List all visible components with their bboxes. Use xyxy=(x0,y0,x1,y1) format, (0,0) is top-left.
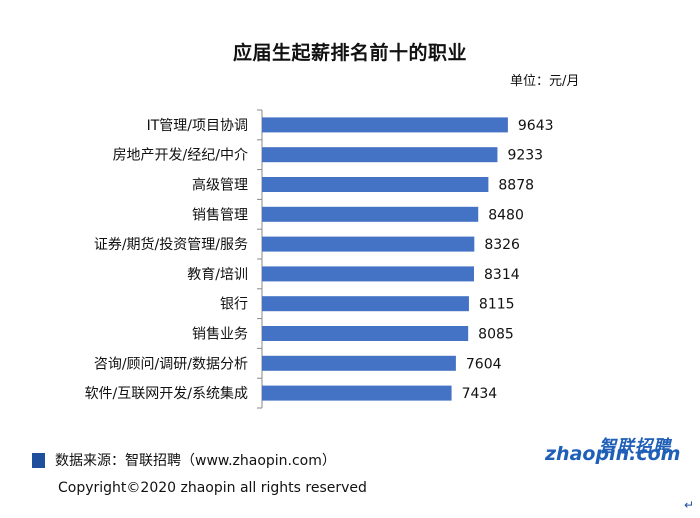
bar xyxy=(262,206,479,222)
bar xyxy=(262,296,469,312)
source-marker xyxy=(32,452,45,468)
category-label: 软件/互联网开发/系统集成 xyxy=(85,385,248,402)
return-icon: ↵ xyxy=(683,498,694,512)
bar xyxy=(262,236,475,252)
data-label: 8115 xyxy=(479,297,515,313)
unit-label: 单位：元/月 xyxy=(510,74,580,89)
category-label: 证券/期货/投资管理/服务 xyxy=(94,236,248,253)
source-text: 数据来源：智联招聘（www.zhaopin.com） xyxy=(55,453,336,469)
category-label: 银行 xyxy=(220,297,248,313)
category-label: 销售管理 xyxy=(192,207,248,223)
bar xyxy=(262,385,452,401)
source-row: 数据来源：智联招聘（www.zhaopin.com） xyxy=(32,450,336,470)
data-label: 9233 xyxy=(507,148,543,164)
data-label: 8480 xyxy=(488,207,524,223)
zhaopin-logo: 智联招聘 zhaopin.com xyxy=(545,432,680,466)
logo-cn-text: 智联招聘 xyxy=(599,437,671,457)
copyright-text: Copyright©2020 zhaopin all rights reserv… xyxy=(58,480,367,496)
bar xyxy=(262,177,489,192)
data-label: 8314 xyxy=(484,267,520,283)
data-label: 9643 xyxy=(518,118,554,134)
category-label: 房地产开发/经纪/中介 xyxy=(113,148,248,164)
bar xyxy=(262,117,508,133)
bar xyxy=(262,266,475,282)
category-label: 教育/培训 xyxy=(187,267,248,283)
data-label: 7434 xyxy=(462,386,498,402)
chart-title: 应届生起薪排名前十的职业 xyxy=(232,42,467,64)
category-label: IT管理/项目协调 xyxy=(147,118,248,134)
category-label: 高级管理 xyxy=(192,177,248,194)
data-label: 8878 xyxy=(498,178,534,194)
category-label: 咨询/顾问/调研/数据分析 xyxy=(94,356,248,372)
bar xyxy=(262,326,469,341)
data-label: 7604 xyxy=(466,356,502,372)
logo-en-text: zhaopin.com xyxy=(545,443,681,465)
data-label: 8326 xyxy=(484,237,520,253)
category-label: 销售业务 xyxy=(192,327,248,343)
bar xyxy=(262,147,498,163)
bar-chart: IT管理/项目协调 9643 房地产开发/经纪/中介 9233 高级管理 8878 销售管理… xyxy=(85,109,554,409)
bar xyxy=(262,355,456,371)
data-label: 8085 xyxy=(478,327,514,343)
